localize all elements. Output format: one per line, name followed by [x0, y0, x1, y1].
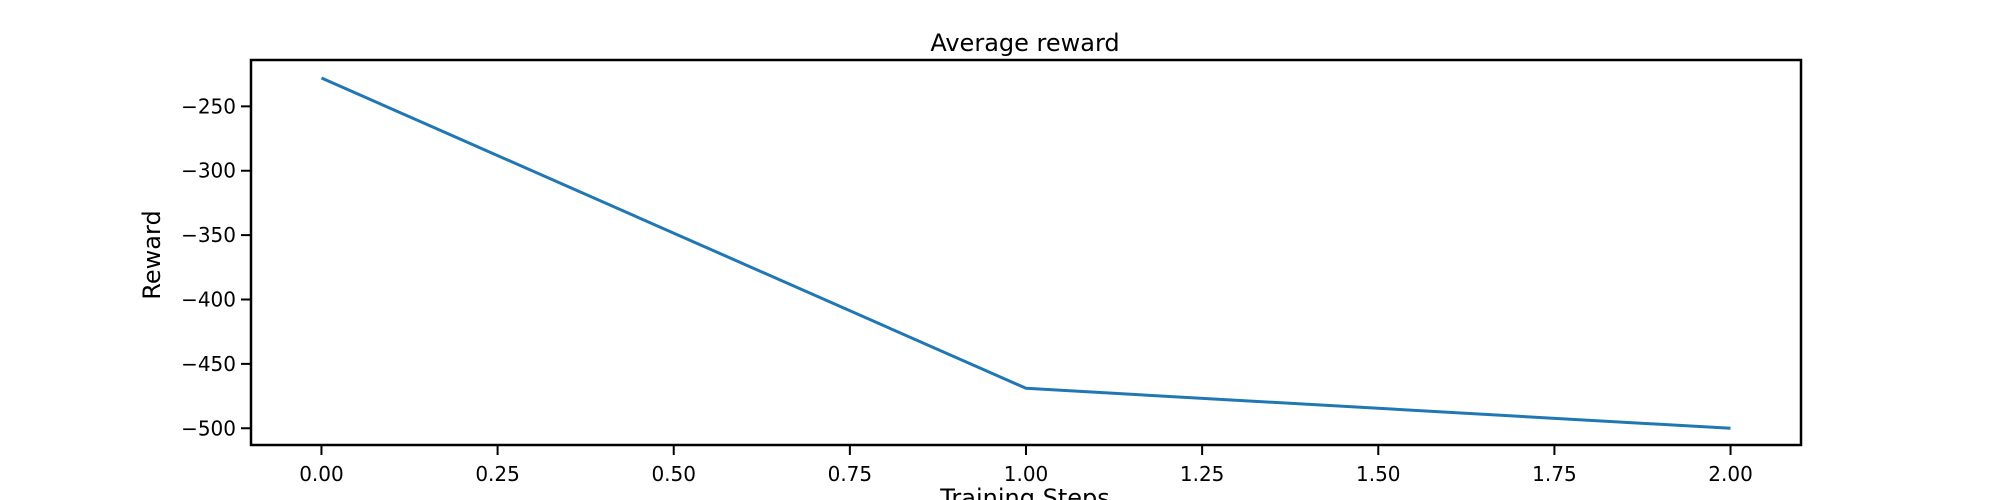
series-layer: [320, 76, 1731, 430]
series-line: [320, 76, 1731, 430]
y-axis-ticks: −250 −300 −350 −400 −450 −500: [181, 94, 251, 440]
x-tick-label: 0.25: [475, 462, 520, 486]
x-tick-label: 1.50: [1356, 462, 1401, 486]
x-tick-label: 1.25: [1180, 462, 1225, 486]
x-tick-label: 0.50: [651, 462, 696, 486]
y-tick-label: −400: [181, 287, 236, 311]
x-axis-label: Training Steps: [939, 484, 1109, 500]
y-tick-label: −500: [181, 416, 236, 440]
x-tick-label: 0.00: [299, 462, 344, 486]
chart-title: Average reward: [930, 29, 1119, 57]
x-tick-label: 1.00: [1004, 462, 1049, 486]
plot-area-frame: [249, 58, 1803, 447]
y-tick-label: −450: [181, 352, 236, 376]
x-axis-ticks: 0.00 0.25 0.50 0.75 1.00 1.25 1.50 1.75 2.00: [299, 445, 1753, 486]
x-tick-label: 0.75: [828, 462, 873, 486]
x-tick-label: 2.00: [1708, 462, 1753, 486]
y-tick-label: −300: [181, 159, 236, 183]
y-tick-label: −250: [181, 94, 236, 118]
y-tick-label: −350: [181, 223, 236, 247]
x-tick-label: 1.75: [1532, 462, 1577, 486]
y-axis-label: Reward: [138, 210, 166, 299]
